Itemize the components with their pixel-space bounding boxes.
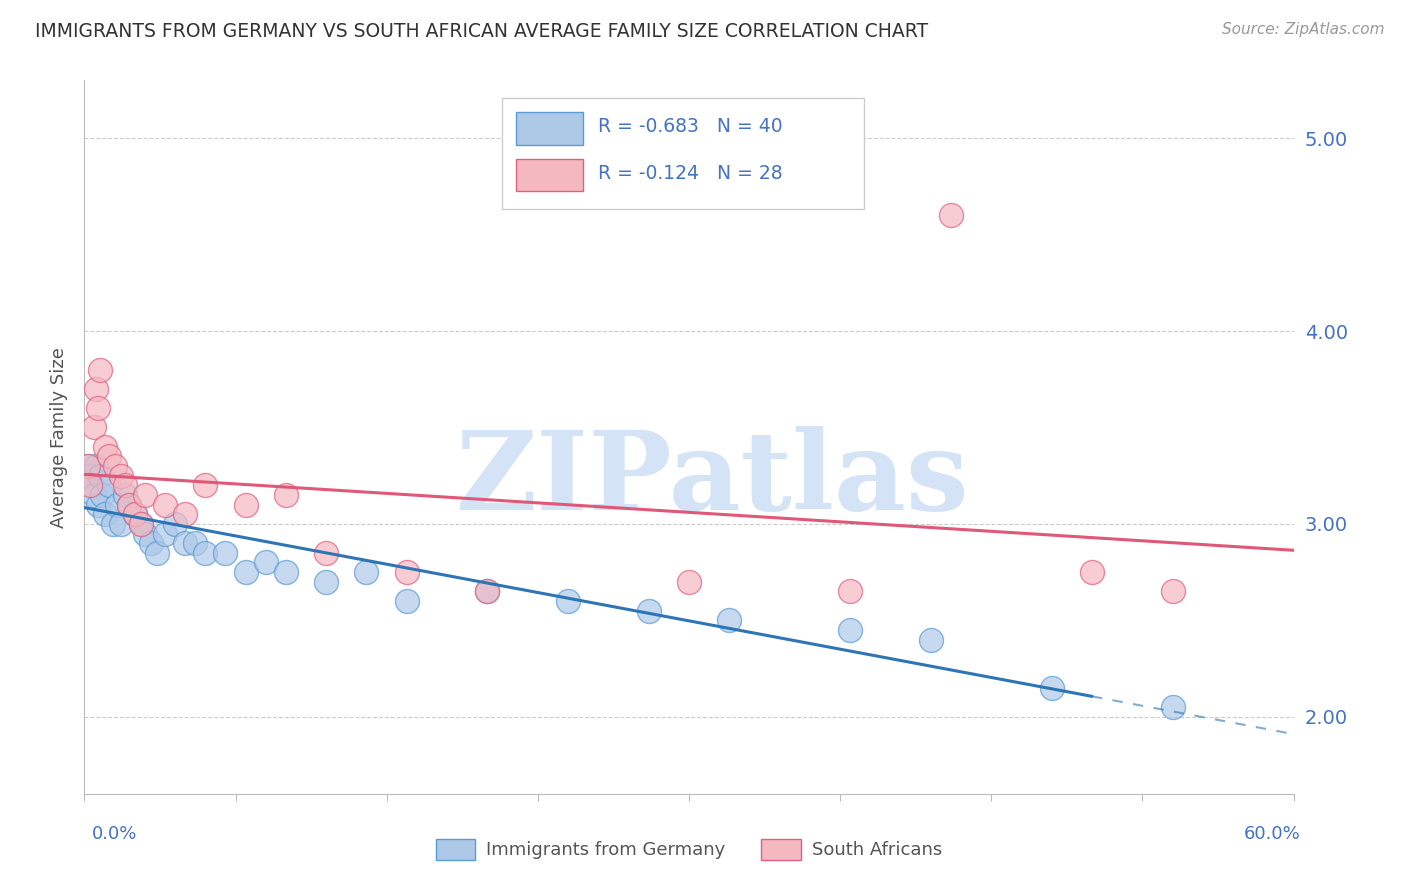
Text: 0.0%: 0.0% [91,825,136,843]
Point [89,362,111,376]
Point [153,526,176,541]
Point [83,488,105,502]
Point [118,498,141,512]
Point [477,584,499,599]
Point [274,488,297,502]
Point [139,536,162,550]
Point [87,498,110,512]
Point [235,565,257,579]
Text: ZIPatlas: ZIPatlas [457,426,970,533]
Point [1040,681,1063,695]
Point [82,478,104,492]
Point [194,546,217,560]
Point [104,458,127,473]
Point [839,584,862,599]
FancyBboxPatch shape [502,98,865,209]
Point [124,507,146,521]
Point [165,516,187,531]
Point [97,450,120,464]
Point [146,546,169,560]
Point [83,420,105,434]
Point [194,478,217,492]
Text: 60.0%: 60.0% [1244,825,1301,843]
Point [678,574,700,589]
Point [77,458,100,473]
Point [939,208,962,222]
Point [718,613,741,627]
Point [557,594,579,608]
Point [134,488,156,502]
Point [214,546,236,560]
Text: R = -0.124   N = 28: R = -0.124 N = 28 [599,163,783,183]
Point [235,498,257,512]
Legend: Immigrants from Germany, South Africans: Immigrants from Germany, South Africans [429,831,949,867]
Point [254,556,277,570]
Point [134,526,156,541]
Point [79,478,101,492]
Point [101,516,124,531]
Point [91,488,114,502]
Point [153,498,176,512]
Point [637,604,659,618]
Point [124,507,146,521]
Point [395,565,418,579]
Point [1161,584,1184,599]
Point [315,574,337,589]
Text: R = -0.683   N = 40: R = -0.683 N = 40 [599,117,783,136]
Point [184,536,207,550]
Point [315,546,337,560]
FancyBboxPatch shape [516,112,582,145]
Point [93,507,115,521]
Y-axis label: Average Family Size: Average Family Size [49,347,67,527]
Point [395,594,418,608]
Point [920,632,942,647]
Point [77,458,100,473]
Point [1081,565,1104,579]
Text: Source: ZipAtlas.com: Source: ZipAtlas.com [1222,22,1385,37]
Point [274,565,297,579]
Point [129,516,152,531]
Point [114,488,136,502]
Point [114,478,136,492]
Point [86,382,108,396]
Point [86,458,108,473]
Point [477,584,499,599]
Point [129,516,152,531]
Point [839,623,862,637]
Point [89,468,111,483]
Point [174,507,197,521]
Point [1161,700,1184,714]
Point [356,565,378,579]
Point [79,468,101,483]
Point [174,536,197,550]
Text: IMMIGRANTS FROM GERMANY VS SOUTH AFRICAN AVERAGE FAMILY SIZE CORRELATION CHART: IMMIGRANTS FROM GERMANY VS SOUTH AFRICAN… [35,22,928,41]
Point [93,440,115,454]
Point [110,468,132,483]
Point [118,498,141,512]
Point [105,498,128,512]
Point [97,478,120,492]
Point [110,516,132,531]
FancyBboxPatch shape [516,159,582,191]
Point [87,401,110,416]
